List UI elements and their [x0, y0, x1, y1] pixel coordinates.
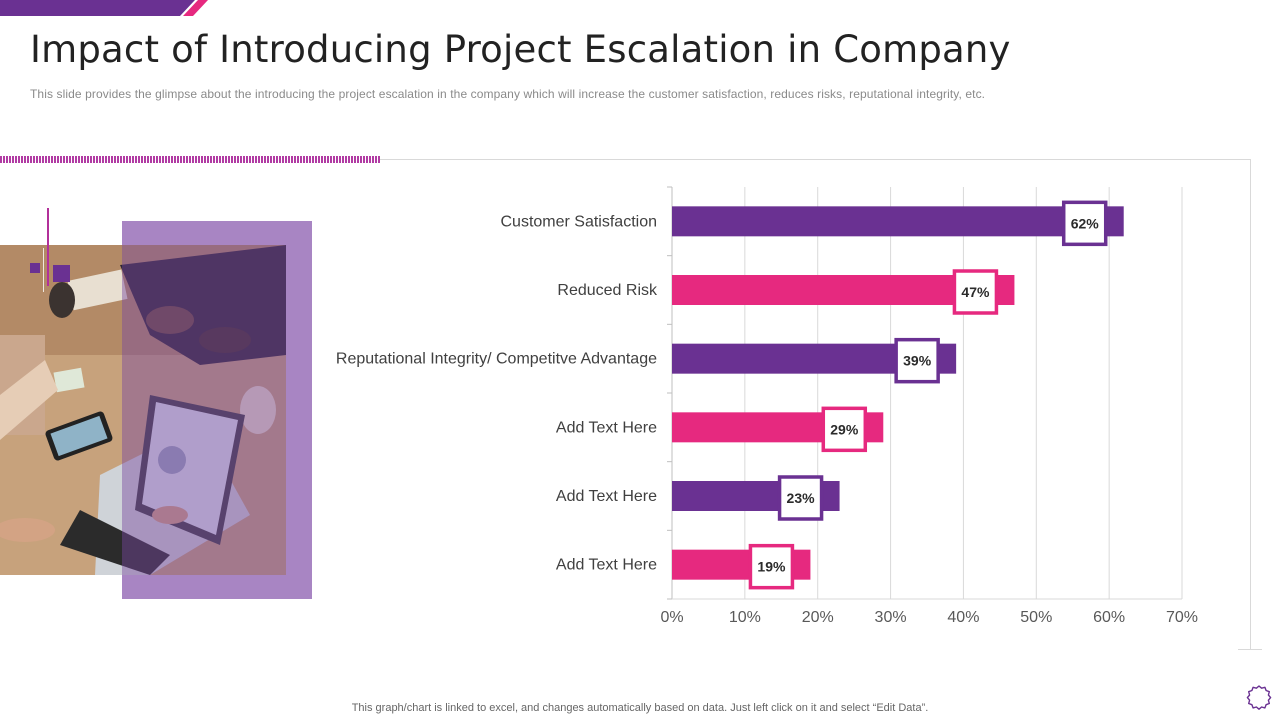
x-tick-label: 60% [1093, 609, 1125, 626]
data-label: 47% [961, 284, 990, 300]
x-tick-label: 20% [802, 609, 834, 626]
decorative-line-thin [43, 248, 44, 292]
slide-title: Impact of Introducing Project Escalation… [30, 28, 1011, 71]
data-label-box [894, 337, 940, 384]
data-label: 39% [903, 353, 932, 369]
decorative-line [47, 208, 49, 286]
photo-purple-overlay [122, 245, 286, 575]
category-label: Add Text Here [556, 488, 657, 505]
top-accent-bar [0, 0, 208, 16]
data-label-box [748, 543, 795, 590]
category-labels: Customer Satisfaction Reduced Risk Reputat… [336, 213, 658, 573]
x-tick-label: 70% [1166, 609, 1198, 626]
bar[interactable] [672, 206, 1124, 237]
data-labels: 62% 47% 39% 29% 23% 19% [748, 200, 1108, 590]
category-label: Add Text Here [556, 419, 657, 436]
decorative-square-small [30, 263, 40, 273]
category-label: Add Text Here [556, 557, 657, 574]
meeting-photo [0, 245, 286, 575]
footer-note: This graph/chart is linked to excel, and… [351, 702, 929, 714]
x-tick-label: 30% [875, 609, 907, 626]
slide-subtitle: This slide provides the glimpse about th… [30, 87, 986, 101]
category-label: Reduced Risk [557, 282, 658, 299]
frame-line-top [380, 159, 1250, 160]
decorative-square-large [53, 265, 70, 282]
gear-icon[interactable] [1243, 683, 1275, 715]
category-label: Customer Satisfaction [500, 213, 657, 230]
data-label-box [821, 406, 868, 453]
chart-bars [672, 206, 1124, 580]
data-label-box [1061, 200, 1108, 247]
frame-line-right [1250, 159, 1251, 650]
x-tick-label: 0% [660, 609, 683, 626]
chart-gridlines [667, 186, 1183, 600]
data-label: 62% [1071, 215, 1100, 231]
data-label: 19% [757, 559, 786, 575]
x-tick-label: 10% [729, 609, 761, 626]
data-label: 29% [830, 421, 859, 437]
frame-line-bottom [1238, 649, 1262, 650]
data-label-box [952, 269, 999, 315]
data-label-box [777, 475, 824, 521]
x-tick-label: 50% [1020, 609, 1052, 626]
x-tick-labels: 0% 10% 20% 30% 40% 50% 60% 70% [660, 609, 1198, 626]
category-label: Reputational Integrity/ Competitve Advan… [336, 351, 657, 368]
x-tick-label: 40% [947, 609, 979, 626]
divider-stripe [0, 156, 380, 163]
data-label: 23% [787, 490, 816, 506]
